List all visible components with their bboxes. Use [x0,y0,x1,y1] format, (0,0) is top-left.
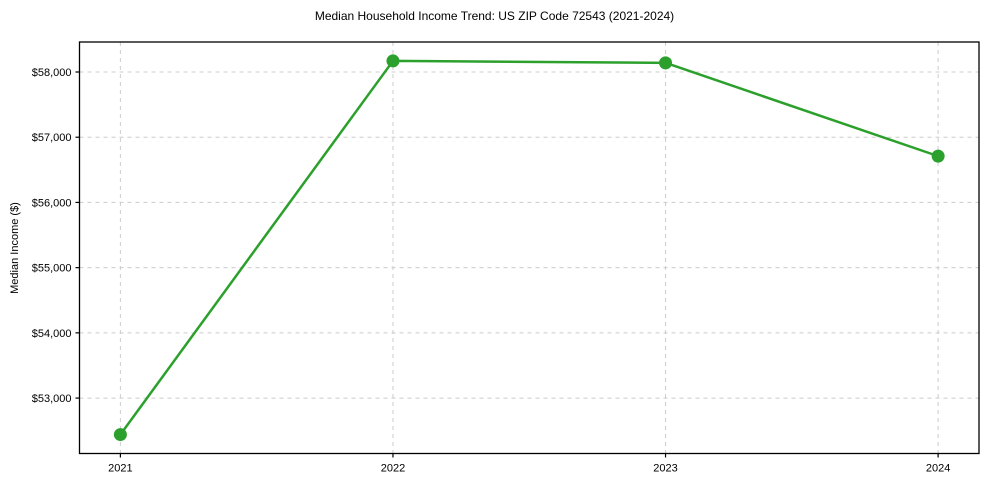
y-tick-label: $54,000 [32,328,72,340]
plot-border [78,41,980,455]
x-tick-label: 2024 [926,463,950,475]
data-point-2024 [931,149,945,163]
chart-title: Median Household Income Trend: US ZIP Co… [314,9,675,23]
y-tick-label: $56,000 [32,197,72,209]
x-tick-label: 2022 [381,463,405,475]
y-tick-label: $57,000 [32,132,72,144]
data-point-2021 [113,428,127,442]
y-tick-label: $55,000 [32,263,72,275]
y-tick-label: $53,000 [32,393,72,405]
x-tick-label: 2023 [653,463,677,475]
trend-line [119,59,940,436]
y-tick-label: $58,000 [32,67,72,79]
data-point-2023 [659,56,673,70]
data-point-2022 [386,54,400,68]
x-tick-label: 2021 [108,463,132,475]
